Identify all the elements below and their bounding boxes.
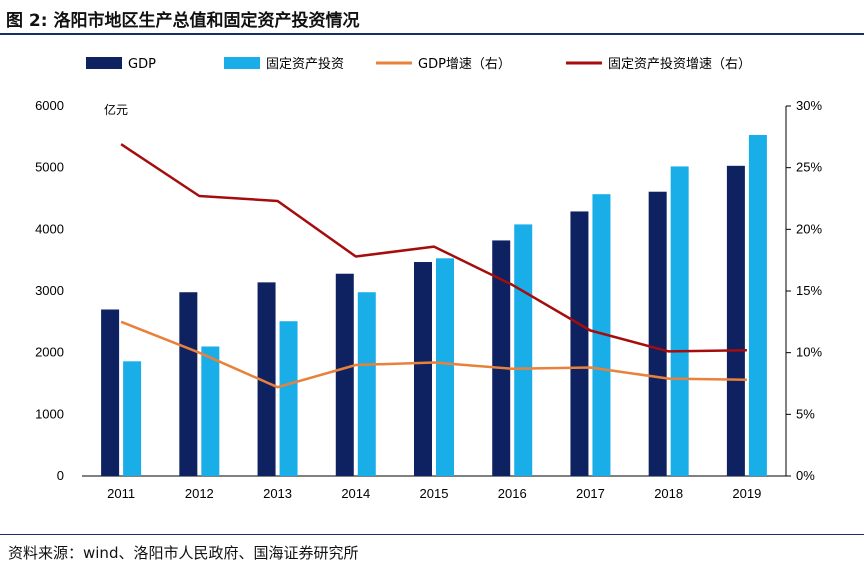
gdp-bar <box>648 191 667 476</box>
legend-investment-swatch <box>224 57 260 69</box>
x-tick-label: 2012 <box>185 486 214 501</box>
x-tick-label: 2011 <box>107 486 135 501</box>
x-tick-label: 2016 <box>498 486 527 501</box>
x-tick-label: 2018 <box>654 486 683 501</box>
investment-bar <box>201 346 220 476</box>
gdp-growth-line <box>120 320 747 389</box>
y-right-tick-label: 25% <box>796 160 822 175</box>
gdp-bar <box>492 240 511 476</box>
y-left-tick-label: 4000 <box>35 221 64 236</box>
gdp-bar <box>335 273 354 476</box>
gdp-bar <box>101 309 120 476</box>
footer-divider <box>0 534 864 535</box>
figure-label: 图 2: <box>6 10 48 31</box>
y-right-tick-label: 20% <box>796 221 822 236</box>
y-left-tick-label: 6000 <box>35 98 64 113</box>
investment-bar <box>670 166 689 476</box>
legend-gdp-growth-label: GDP增速（右） <box>418 57 511 72</box>
y-left-tick-label: 1000 <box>35 406 64 421</box>
investment-bar <box>123 361 142 476</box>
investment-bar <box>592 194 611 476</box>
y-left-tick-label: 2000 <box>35 345 64 360</box>
chart-title: 洛阳市地区生产总值和固定资产投资情况 <box>53 10 360 31</box>
gdp-bar <box>179 292 198 476</box>
legend: GDP 固定资产投资 GDP增速（右） 固定资产投资增速（右） <box>86 56 751 72</box>
y-left-tick-label: 3000 <box>35 283 64 298</box>
y-right-tick-label: 0% <box>796 468 815 483</box>
investment-bar <box>514 224 533 476</box>
chart-title-bar: 图 2: 洛阳市地区生产总值和固定资产投资情况 <box>6 6 360 31</box>
x-tick-label: 2014 <box>341 486 370 501</box>
investment-bar <box>279 321 298 476</box>
y-left-unit-label: 亿元 <box>104 102 128 117</box>
y-right-tick-label: 10% <box>796 345 822 360</box>
legend-gdp-label: GDP <box>128 57 156 72</box>
gdp-bar <box>570 211 589 476</box>
gdp-bar <box>726 165 745 477</box>
investment-bar <box>357 292 376 476</box>
investment-bar <box>436 258 454 476</box>
combo-chart: GDP 固定资产投资 GDP增速（右） 固定资产投资增速（右） 0 1000 2000 30… <box>35 56 822 501</box>
gdp-bar <box>257 282 276 476</box>
x-tick-label: 2013 <box>263 486 292 501</box>
legend-investment-growth-label: 固定资产投资增速（右） <box>608 56 751 72</box>
axes: 0 1000 2000 3000 4000 5000 6000 0% 5% 10% 15% 20% 25… <box>35 98 822 501</box>
y-left-tick-label: 0 <box>57 468 64 483</box>
y-left-tick-label: 5000 <box>35 160 64 175</box>
title-divider <box>0 33 864 35</box>
x-tick-label: 2015 <box>420 486 449 501</box>
y-right-tick-label: 5% <box>796 406 815 421</box>
x-tick-label: 2019 <box>732 486 761 501</box>
gdp-bar <box>414 262 432 476</box>
bars <box>101 134 767 477</box>
investment-bar <box>748 134 767 476</box>
lines <box>120 143 747 389</box>
source-note: 资料来源：wind、洛阳市人民政府、国海证券研究所 <box>8 544 359 562</box>
y-right-tick-label: 30% <box>796 98 822 113</box>
legend-gdp-swatch <box>86 57 122 69</box>
x-tick-label: 2017 <box>576 486 605 501</box>
y-right-tick-label: 15% <box>796 283 822 298</box>
investment-growth-line <box>120 143 747 353</box>
legend-investment-label: 固定资产投资 <box>266 56 344 72</box>
